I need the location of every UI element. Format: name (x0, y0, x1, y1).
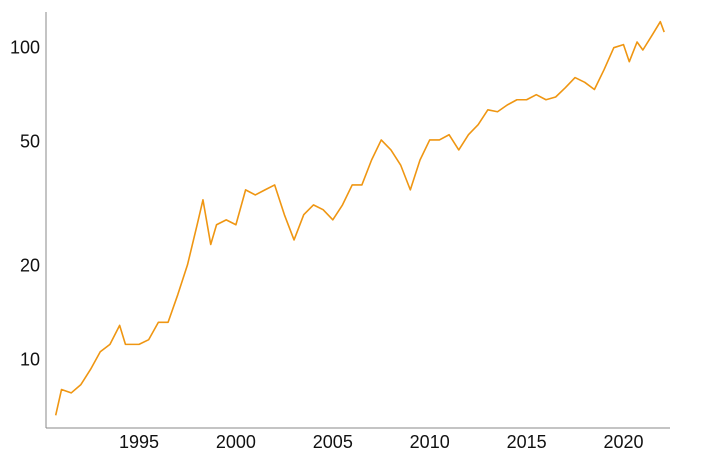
y-tick-label: 20 (20, 256, 40, 276)
x-tick-label: 1995 (119, 432, 159, 452)
x-tick-label: 2015 (507, 432, 547, 452)
y-tick-label: 50 (20, 131, 40, 151)
y-tick-label: 10 (20, 350, 40, 370)
y-tick-label: 100 (10, 37, 40, 57)
x-tick-label: 2010 (410, 432, 450, 452)
price-line (54, 20, 665, 416)
x-tick-label: 2020 (603, 432, 643, 452)
x-tick-label: 2000 (216, 432, 256, 452)
x-tick-label: 2005 (313, 432, 353, 452)
